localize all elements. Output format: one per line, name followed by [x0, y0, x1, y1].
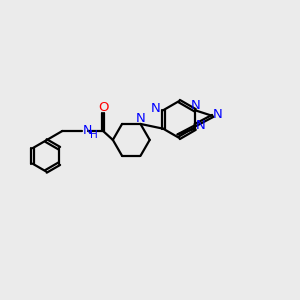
- Text: N: N: [150, 102, 160, 115]
- Text: N: N: [136, 112, 146, 125]
- Text: N: N: [213, 108, 223, 121]
- Text: N: N: [191, 99, 201, 112]
- Text: N: N: [83, 124, 92, 136]
- Text: N: N: [196, 119, 205, 132]
- Text: O: O: [98, 101, 108, 114]
- Text: H: H: [90, 130, 98, 140]
